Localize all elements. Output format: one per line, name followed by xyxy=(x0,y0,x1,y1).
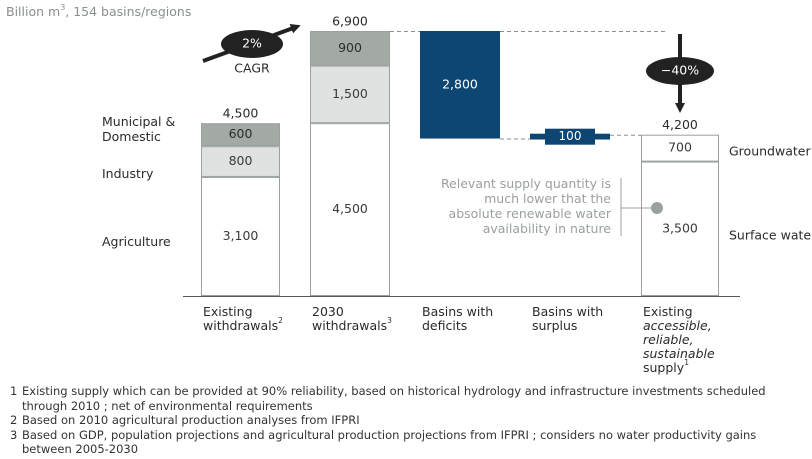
footnotes: 1 Existing supply which can be provided … xyxy=(10,384,805,457)
withdrawals-2030-agriculture-segment xyxy=(310,123,390,296)
withdrawals-2030-agriculture-label: 4,500 xyxy=(332,201,368,216)
withdrawals-2030-total-label: 6,900 xyxy=(332,14,368,29)
withdrawals-2030-municipal-label: 900 xyxy=(338,40,362,55)
basins-deficits-value-label: 2,800 xyxy=(442,76,478,91)
existing-supply-total-label: 4,200 xyxy=(662,117,698,132)
annotation-text: Relevant supply quantity is much lower th… xyxy=(441,176,612,236)
existing-withdrawals-industry-label: 800 xyxy=(229,153,253,168)
footnote-2-number: 2 xyxy=(10,413,18,427)
legend-industry: Industry xyxy=(102,166,154,181)
existing-withdrawals-agriculture-label: 3,100 xyxy=(223,228,259,243)
existing-supply-category-label: Existing accessible, reliable, sustainable s… xyxy=(643,304,715,375)
cagr-ellipse xyxy=(221,30,283,58)
existing-withdrawals-municipal-label: 600 xyxy=(229,126,253,141)
existing-withdrawals-industry-segment xyxy=(201,146,280,177)
existing-withdrawals-category-label: Existing withdrawals2 xyxy=(203,304,283,333)
existing-withdrawals-municipal-segment xyxy=(201,123,280,147)
cagr-value: 2% xyxy=(242,36,262,51)
basins-deficits-bar xyxy=(420,31,500,139)
basins-surplus-category-label: Basins with surplus xyxy=(532,304,603,333)
basins-surplus-label-box xyxy=(545,128,595,145)
cagr-caption: CAGR xyxy=(234,61,270,76)
basins-surplus-value-label: 100 xyxy=(559,129,582,143)
legend-agriculture: Agriculture xyxy=(102,234,171,249)
withdrawals-2030-municipal-segment xyxy=(310,31,390,66)
annotation-dot xyxy=(651,202,663,214)
existing-supply-groundwater-label: 700 xyxy=(668,140,692,155)
footnote-3-text: Based on GDP, population projections and… xyxy=(22,427,757,457)
footnote-1-text: Existing supply which can be provided at… xyxy=(22,384,766,413)
withdrawals-2030-industry-segment xyxy=(310,65,390,124)
existing-supply-surface-water-label: 3,500 xyxy=(662,220,698,235)
footnote-2: 2 Based on 2010 agricultural production … xyxy=(10,413,805,428)
footnote-3-number: 3 xyxy=(10,427,18,442)
footnote-1: 1 Existing supply which can be provided … xyxy=(10,384,805,413)
gap-value: −40% xyxy=(661,63,699,78)
basins-deficits-category-label: Basins with deficits xyxy=(422,304,493,333)
existing-supply-groundwater-segment xyxy=(641,134,719,162)
existing-withdrawals-agriculture-segment xyxy=(201,176,280,296)
withdrawals-2030-industry-label: 1,500 xyxy=(332,86,368,101)
legend-groundwater: Groundwater xyxy=(729,144,811,159)
footnote-1-number: 1 xyxy=(10,384,18,398)
existing-supply-surface-water-segment xyxy=(641,161,719,296)
legend-municipal: Municipal & Domestic xyxy=(102,114,175,144)
legend-surface-water: Surface water xyxy=(729,228,812,243)
water-demand-supply-chart: Billion m3, 154 basins/regions 3,100 800 60… xyxy=(6,3,812,375)
gap-ellipse xyxy=(646,57,714,85)
existing-withdrawals-total-label: 4,500 xyxy=(223,106,259,121)
footnote-2-text: Based on 2010 agricultural production an… xyxy=(22,413,360,427)
footnote-3: 3 Based on GDP, population projections a… xyxy=(10,428,805,457)
units-label: Billion m3, 154 basins/regions xyxy=(6,3,191,19)
withdrawals-2030-category-label: 2030 withdrawals3 xyxy=(312,304,392,333)
